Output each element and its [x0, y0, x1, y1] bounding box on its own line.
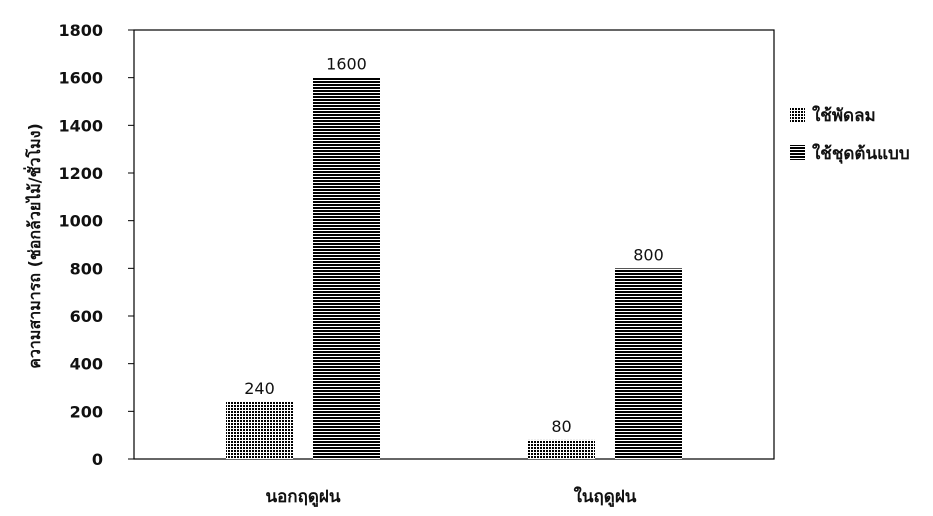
data-label: 800 — [633, 245, 664, 264]
bar — [226, 401, 293, 459]
bar — [615, 268, 682, 459]
y-axis-title: ความสามารถ (ช่อกล้วยไม้/ชั่วโมง) — [23, 123, 44, 369]
bar — [313, 77, 380, 460]
y-tick-label: 400 — [70, 355, 103, 374]
data-label: 240 — [244, 379, 275, 398]
category-label: ในฤดูฝน — [574, 486, 637, 508]
data-label: 1600 — [326, 55, 367, 74]
y-tick-label: 0 — [92, 450, 103, 469]
y-tick-label: 600 — [70, 307, 103, 326]
y-tick-label: 1200 — [58, 164, 103, 183]
category-label: นอกฤดูฝน — [265, 487, 340, 508]
legend-swatch — [790, 107, 805, 122]
y-tick-label: 1800 — [58, 21, 103, 40]
y-tick-label: 1600 — [58, 69, 103, 88]
y-tick-label: 1000 — [58, 212, 103, 231]
legend-label: ใช้ชุดต้นแบบ — [812, 143, 910, 164]
bar — [528, 439, 595, 459]
y-tick-label: 200 — [70, 402, 103, 421]
legend-label: ใช้พัดลม — [812, 105, 876, 126]
y-tick-label: 1400 — [58, 116, 103, 135]
y-tick-label: 800 — [70, 259, 103, 278]
data-label: 80 — [551, 417, 571, 436]
plot-frame — [133, 29, 775, 460]
legend-swatch — [790, 145, 805, 160]
